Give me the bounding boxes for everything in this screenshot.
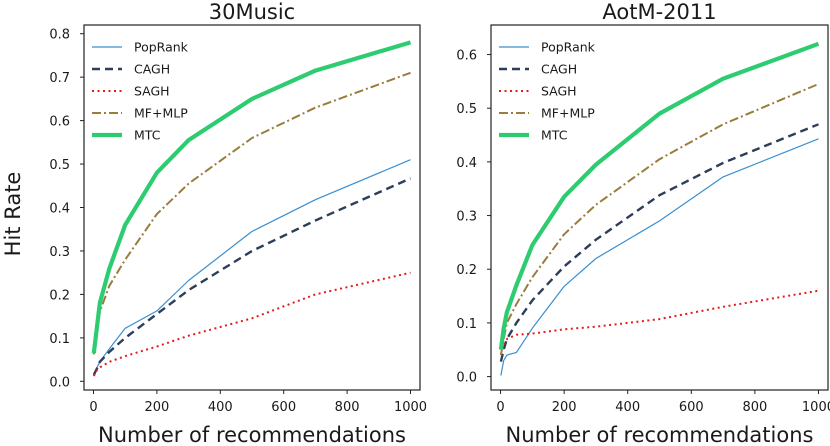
legend-label: PopRank xyxy=(134,40,189,55)
y-tick-label: 0.3 xyxy=(49,245,70,260)
x-axis-label: Number of recommendations xyxy=(98,423,406,446)
x-tick-label: 0 xyxy=(89,400,97,415)
chart-title: 30Music xyxy=(209,0,295,24)
legend: PopRank CAGH SAGH MF+MLP MTC xyxy=(92,40,189,143)
x-tick-label: 200 xyxy=(552,400,577,415)
y-tick-label: 0.6 xyxy=(456,49,477,64)
y-tick-label: 0.6 xyxy=(49,115,70,130)
y-tick-label: 0.4 xyxy=(456,156,477,171)
y-tick-label: 0.2 xyxy=(456,263,477,278)
legend-label: CAGH xyxy=(541,62,577,77)
y-tick-label: 0.0 xyxy=(49,375,70,390)
legend-label: CAGH xyxy=(134,62,170,77)
series-line-mf-mlp xyxy=(92,71,411,355)
y-tick-label: 0.0 xyxy=(456,371,477,386)
chart-title: AotM-2011 xyxy=(602,0,716,24)
y-tick-label: 0.3 xyxy=(456,210,477,225)
y-tick-label: 0.2 xyxy=(49,288,70,303)
legend-label: MTC xyxy=(134,128,161,143)
y-tick-label: 0.4 xyxy=(49,202,70,217)
y-tick-label: 0.5 xyxy=(49,158,70,173)
series-line-mtc xyxy=(91,40,412,354)
x-tick-label: 800 xyxy=(742,400,767,415)
x-tick-label: 600 xyxy=(271,400,296,415)
y-tick-label: 0.1 xyxy=(49,332,70,347)
y-tick-label: 0.1 xyxy=(456,317,477,332)
legend-label: SAGH xyxy=(541,84,577,99)
plot-frame xyxy=(490,24,829,391)
legend-label: SAGH xyxy=(134,84,170,99)
y-tick-label: 0.5 xyxy=(456,102,477,117)
legend-label: MTC xyxy=(541,128,568,143)
chart-panel-1: 30Music 0 200 400 600 800 1000 0.0 0.1 0.2 0.3 0.4 0… xyxy=(49,0,427,446)
series-line-cagh xyxy=(499,123,819,362)
x-tick-label: 600 xyxy=(679,400,704,415)
x-axis-label: Number of recommendations xyxy=(506,423,814,446)
legend: PopRank CAGH SAGH MF+MLP MTC xyxy=(499,40,596,143)
legend-label: MF+MLP xyxy=(541,106,595,121)
x-tick-label: 1000 xyxy=(394,400,427,415)
y-tick-label: 0.8 xyxy=(49,28,70,43)
series-line-sagh xyxy=(499,289,819,356)
x-tick-label: 800 xyxy=(335,400,360,415)
series-line-sagh xyxy=(92,271,411,377)
y-axis-label: Hit Rate xyxy=(1,172,25,257)
series-line-cagh xyxy=(92,177,411,376)
series-line-poprank xyxy=(500,138,819,376)
legend-label: MF+MLP xyxy=(134,106,188,121)
chart-panel-2: AotM-2011 0 200 400 600 800 1000 0.0 0.1 0.2 0.3 0.… xyxy=(456,0,830,446)
x-tick-label: 400 xyxy=(615,400,640,415)
x-tick-label: 1000 xyxy=(802,400,830,415)
y-tick-label: 0.7 xyxy=(49,71,70,86)
x-tick-label: 400 xyxy=(208,400,233,415)
x-tick-label: 0 xyxy=(496,400,504,415)
series-line-mtc xyxy=(498,41,820,350)
series-line-poprank xyxy=(93,159,411,377)
x-tick-label: 200 xyxy=(144,400,169,415)
legend-label: PopRank xyxy=(541,40,596,55)
